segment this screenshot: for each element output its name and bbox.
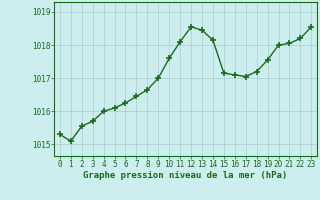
X-axis label: Graphe pression niveau de la mer (hPa): Graphe pression niveau de la mer (hPa) bbox=[84, 171, 288, 180]
